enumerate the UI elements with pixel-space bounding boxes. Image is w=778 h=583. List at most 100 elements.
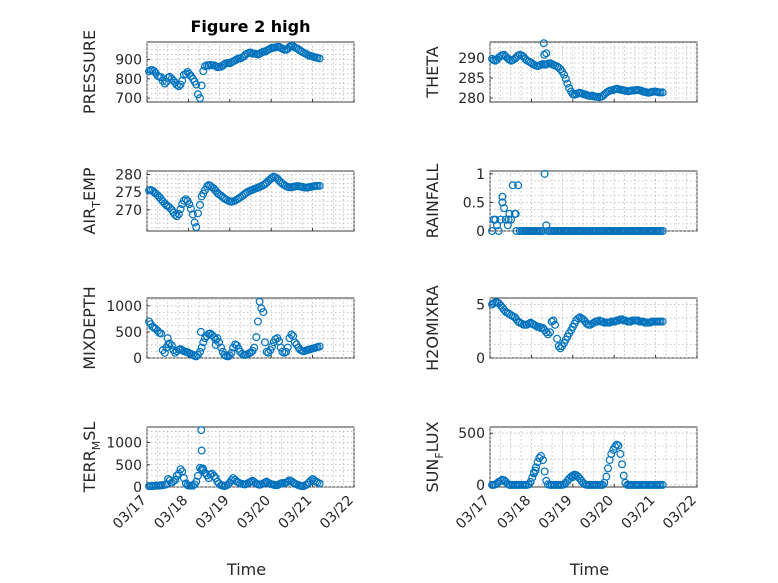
data-point [542,221,551,230]
data-point [282,347,291,356]
data-point [262,347,271,356]
data-point [203,182,212,191]
data-point [614,441,623,450]
data-point [160,348,169,357]
data-point [526,477,535,486]
data-point [504,215,513,224]
data-point [197,343,206,352]
data-point [197,446,206,455]
data-point [508,181,517,190]
data-point [197,81,206,90]
y-tick-label: 800 [115,72,142,88]
y-tick-label: 1000 [106,299,142,315]
data-point [536,451,545,460]
data-point [612,440,621,449]
data-point [553,334,562,343]
data-point [287,330,296,339]
data-point [550,320,559,329]
data-point [618,460,627,469]
data-point [193,471,202,480]
data-point [306,476,315,485]
y-tick-label: 285 [458,71,485,87]
y-tick-label: 290 [458,51,485,67]
data-point [556,344,565,353]
data-point [188,210,197,219]
data-point [197,426,206,435]
data-point [220,60,229,69]
y-tick-label: 1000 [106,436,142,452]
data-point [171,475,180,484]
y-tick-label: 500 [115,458,142,474]
data-point [165,339,174,348]
y-axis-label: H2OMIXRA [423,285,442,371]
data-point [172,471,181,480]
data-point [511,209,520,218]
data-point [315,54,324,63]
data-point [157,329,166,338]
y-axis-label: TERRMSL [80,422,103,494]
data-point [290,338,299,347]
data-point [507,215,516,224]
data-point [179,474,188,483]
data-point [259,308,268,317]
data-point [283,477,292,486]
data-point [176,465,185,474]
data-point [171,210,180,219]
data-point [220,350,229,359]
data-point [165,476,174,485]
y-tick-label: 0 [476,478,485,494]
data-point [253,317,262,326]
data-point [524,319,533,328]
data-point [503,221,512,230]
data-point [232,55,241,64]
y-axis-label: AIRTEMP [80,167,103,234]
data-point [198,464,207,473]
data-point [498,192,507,201]
data-point [505,55,514,64]
data-point [619,471,628,480]
data-point [211,340,220,349]
data-point [193,90,202,99]
data-point [192,80,201,89]
data-point [531,466,540,475]
data-point [165,203,174,212]
data-point [500,204,509,213]
data-point [563,79,572,88]
data-point [658,227,667,236]
data-point [199,67,208,76]
data-point [603,464,612,473]
y-tick-label: 270 [115,203,142,219]
y-tick-label: 280 [458,91,485,107]
subplot-6: 0 5 H2OMIXRA [423,285,698,371]
data-point [195,94,204,103]
data-point [658,88,667,97]
data-point [540,50,549,59]
data-point [192,223,201,232]
data-point [160,79,169,88]
data-point [266,44,275,53]
data-point [618,315,627,324]
data-point [178,346,187,355]
data-point [602,472,611,481]
data-point [315,479,324,488]
data-point [266,346,275,355]
data-point [178,76,187,85]
data-point [196,327,205,336]
data-point [179,196,188,205]
data-point [568,473,577,482]
subplot-4: 0 0.5 1 RAINFALL [423,164,698,240]
data-point [658,480,667,489]
data-point [163,334,172,343]
data-point [570,471,579,480]
data-point [531,321,540,330]
subplot-2: 280 285 290 THETA [423,39,698,107]
data-point [538,456,547,465]
data-point [494,227,503,236]
data-point [260,338,269,347]
data-point [549,316,558,325]
data-point [283,343,292,352]
data-point [633,316,642,325]
data-point [605,318,614,327]
data-point [268,173,277,182]
